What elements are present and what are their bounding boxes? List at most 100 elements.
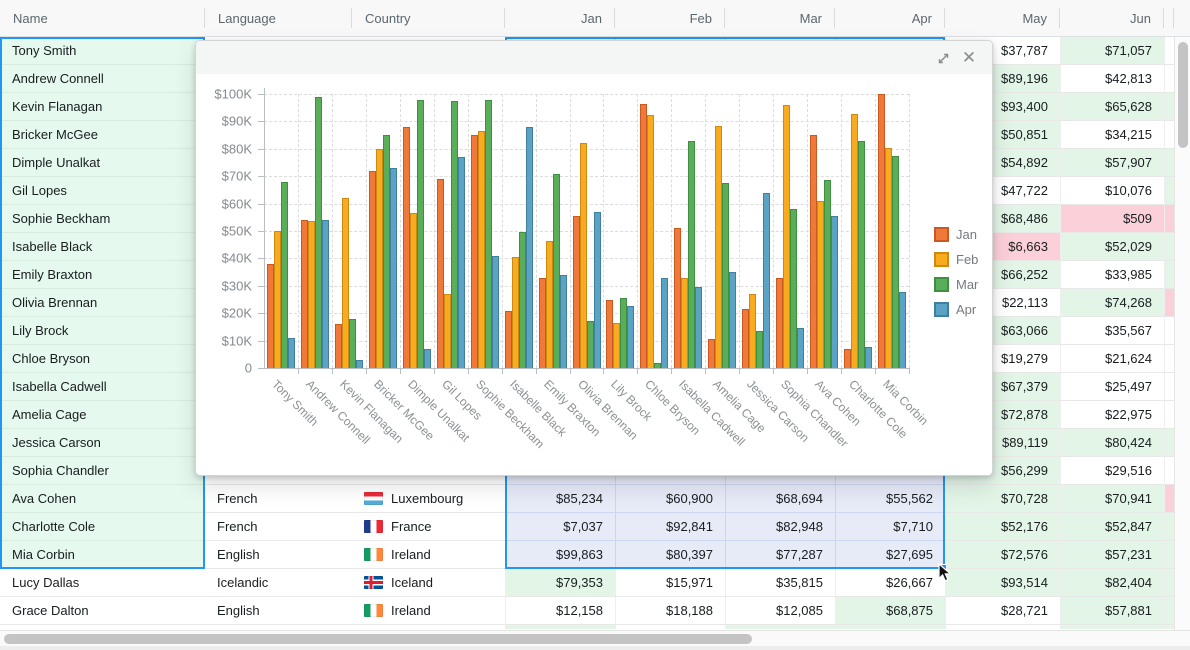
cell-name[interactable]: Gil Lopes (0, 177, 205, 205)
x-axis-tick (637, 368, 639, 374)
cell-jun[interactable]: $57,231 (1060, 541, 1164, 569)
cell-may[interactable]: $93,514 (945, 569, 1060, 597)
column-header-mar[interactable]: Mar (725, 0, 835, 36)
cell-feb[interactable]: $60,900 (615, 485, 725, 513)
column-header-name[interactable]: Name (0, 0, 205, 36)
cell-mar[interactable]: $35,815 (725, 569, 835, 597)
column-header-feb[interactable]: Feb (615, 0, 725, 36)
x-axis-tick (773, 368, 775, 374)
cell-may[interactable]: $70,728 (945, 485, 1060, 513)
cell-may[interactable]: $52,176 (945, 513, 1060, 541)
column-header-apr[interactable]: Apr (835, 0, 945, 36)
cell-jun[interactable]: $22,975 (1060, 401, 1164, 429)
cell-mar[interactable]: $77,287 (725, 541, 835, 569)
cell-jun[interactable]: $10,076 (1060, 177, 1164, 205)
cell-country[interactable]: Ireland (352, 541, 505, 569)
cell-name[interactable]: Kevin Flanagan (0, 93, 205, 121)
vertical-scrollbar[interactable] (1174, 37, 1190, 630)
cell-name[interactable]: Amelia Cage (0, 401, 205, 429)
cell-feb[interactable]: $18,188 (615, 597, 725, 625)
column-header-jan[interactable]: Jan (505, 0, 615, 36)
cell-country[interactable]: Ireland (352, 597, 505, 625)
cell-name[interactable]: Olivia Brennan (0, 289, 205, 317)
cell-name[interactable]: Dimple Unalkat (0, 149, 205, 177)
cell-jun[interactable]: $57,907 (1060, 149, 1164, 177)
cell-name[interactable]: Mia Corbin (0, 541, 205, 569)
cell-name[interactable]: Emily Braxton (0, 261, 205, 289)
close-icon[interactable]: ✕ (961, 48, 977, 67)
cell-name[interactable]: Isabelle Black (0, 233, 205, 261)
cell-jan[interactable]: $99,863 (505, 541, 615, 569)
cell-jan[interactable]: $85,234 (505, 485, 615, 513)
cell-language[interactable]: French (205, 513, 352, 541)
cell-jan[interactable]: $7,037 (505, 513, 615, 541)
cell-name[interactable]: Isabella Cadwell (0, 373, 205, 401)
cell-jun[interactable]: $34,215 (1060, 121, 1164, 149)
cell-language[interactable]: English (205, 541, 352, 569)
cell-apr[interactable]: $55,562 (835, 485, 945, 513)
cell-name[interactable]: Ava Cohen (0, 485, 205, 513)
cell-country[interactable]: Luxembourg (352, 485, 505, 513)
vertical-scrollbar-thumb[interactable] (1178, 42, 1188, 148)
cell-name[interactable]: Sophia Chandler (0, 457, 205, 485)
cell-feb[interactable]: $80,397 (615, 541, 725, 569)
cell-name[interactable]: Lily Brock (0, 317, 205, 345)
cell-apr[interactable]: $27,695 (835, 541, 945, 569)
cell-jan[interactable]: $12,158 (505, 597, 615, 625)
cell-jun[interactable]: $82,404 (1060, 569, 1164, 597)
cell-mar[interactable]: $68,694 (725, 485, 835, 513)
cell-name[interactable]: Grace Dalton (0, 597, 205, 625)
horizontal-scrollbar-thumb[interactable] (4, 634, 752, 644)
cell-name[interactable]: Lucy Dallas (0, 569, 205, 597)
legend-item-mar[interactable]: Mar (934, 277, 978, 292)
cell-mar[interactable]: $12,085 (725, 597, 835, 625)
chart-popup-header[interactable]: ✕ (196, 41, 992, 74)
cell-may[interactable]: $72,576 (945, 541, 1060, 569)
cell-jun[interactable]: $21,624 (1060, 345, 1164, 373)
cell-jun[interactable]: $42,813 (1060, 65, 1164, 93)
cell-language[interactable]: French (205, 485, 352, 513)
cell-apr[interactable]: $68,875 (835, 597, 945, 625)
column-header-may[interactable]: May (945, 0, 1060, 36)
cell-name[interactable]: Andrew Connell (0, 65, 205, 93)
cell-jun[interactable]: $57,881 (1060, 597, 1164, 625)
cell-name[interactable]: Chloe Bryson (0, 345, 205, 373)
cell-name[interactable]: Charlotte Cole (0, 513, 205, 541)
column-header-jun[interactable]: Jun (1060, 0, 1164, 36)
cell-may[interactable]: $28,721 (945, 597, 1060, 625)
cell-country[interactable]: France (352, 513, 505, 541)
header-filler (1174, 0, 1190, 37)
cell-jan[interactable]: $79,353 (505, 569, 615, 597)
cell-jun[interactable]: $65,628 (1060, 93, 1164, 121)
cell-jun[interactable]: $25,497 (1060, 373, 1164, 401)
cell-apr[interactable]: $7,710 (835, 513, 945, 541)
cell-apr[interactable]: $26,667 (835, 569, 945, 597)
cell-jun[interactable]: $35,567 (1060, 317, 1164, 345)
cell-jun[interactable]: $52,029 (1060, 233, 1164, 261)
cell-jun[interactable]: $33,985 (1060, 261, 1164, 289)
cell-jun[interactable]: $29,516 (1060, 457, 1164, 485)
column-header-language[interactable]: Language (205, 0, 352, 36)
legend-item-apr[interactable]: Apr (934, 302, 978, 317)
cell-name[interactable]: Sophie Beckham (0, 205, 205, 233)
cell-mar[interactable]: $82,948 (725, 513, 835, 541)
cell-name[interactable]: Bricker McGee (0, 121, 205, 149)
expand-icon[interactable] (934, 49, 952, 67)
legend-item-feb[interactable]: Feb (934, 252, 978, 267)
cell-feb[interactable]: $15,971 (615, 569, 725, 597)
cell-jun[interactable]: $71,057 (1060, 37, 1164, 65)
cell-country[interactable]: Iceland (352, 569, 505, 597)
cell-name[interactable]: Tony Smith (0, 37, 205, 65)
cell-language[interactable]: Icelandic (205, 569, 352, 597)
cell-jun[interactable]: $80,424 (1060, 429, 1164, 457)
cell-feb[interactable]: $92,841 (615, 513, 725, 541)
cell-jun[interactable]: $509 (1060, 205, 1164, 233)
cell-jun[interactable]: $74,268 (1060, 289, 1164, 317)
cell-jun[interactable]: $52,847 (1060, 513, 1164, 541)
horizontal-scrollbar[interactable] (0, 630, 1190, 646)
column-header-country[interactable]: Country (352, 0, 505, 36)
cell-jun[interactable]: $70,941 (1060, 485, 1164, 513)
cell-language[interactable]: English (205, 597, 352, 625)
cell-name[interactable]: Jessica Carson (0, 429, 205, 457)
legend-item-jan[interactable]: Jan (934, 227, 978, 242)
